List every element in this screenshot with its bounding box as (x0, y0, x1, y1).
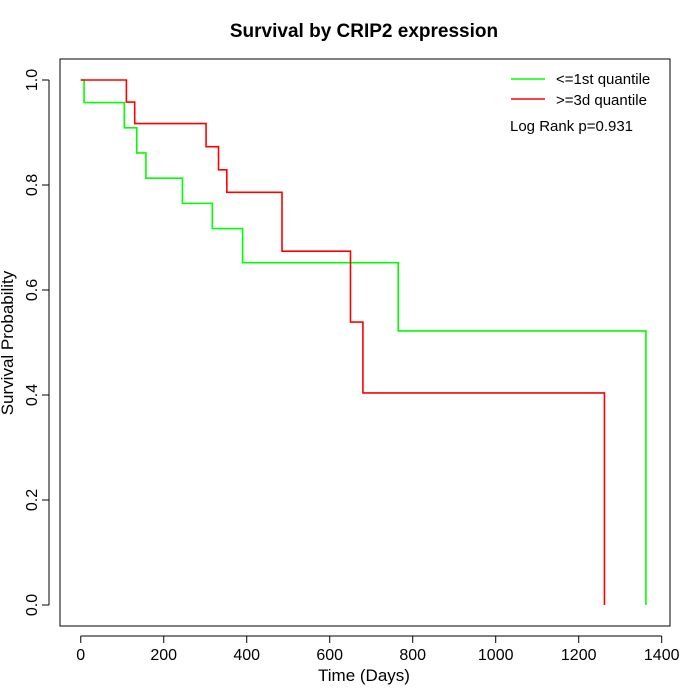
legend-label-series-2: >=3d quantile (556, 92, 647, 109)
legend: <=1st quantile >=3d quantile Log Rank p=… (510, 71, 650, 135)
y-tick-label: 0.8 (24, 174, 41, 196)
y-axis: 0.0 0.2 0.4 0.6 0.8 1.0 (24, 69, 50, 616)
y-tick-label: 1.0 (24, 69, 41, 91)
series-layer (80, 79, 647, 605)
x-tick-label: 1000 (478, 647, 514, 664)
y-tick-label: 0.0 (24, 594, 41, 616)
x-tick-label: 1200 (561, 647, 597, 664)
plot-frame (59, 58, 671, 627)
x-tick-label: 200 (150, 647, 177, 664)
x-tick-label: 600 (316, 647, 343, 664)
legend-label-series-1: <=1st quantile (556, 71, 650, 88)
y-tick-label: 0.4 (24, 384, 41, 406)
chart-title: Survival by CRIP2 expression (230, 21, 498, 42)
y-axis-label: Survival Probability (0, 270, 17, 415)
x-tick-label: 1400 (644, 647, 680, 664)
x-tick-label: 400 (233, 647, 260, 664)
x-tick-label: 800 (399, 647, 426, 664)
x-tick-label: 0 (76, 647, 85, 664)
y-tick-label: 0.2 (24, 489, 41, 511)
x-axis-label: Time (Days) (318, 666, 410, 685)
log-rank-annotation: Log Rank p=0.931 (510, 118, 633, 135)
y-tick-label: 0.6 (24, 279, 41, 301)
x-axis: 0 200 400 600 800 1000 1200 1400 (76, 635, 680, 664)
survival-curve-series-1 (80, 79, 647, 605)
survival-curve-series-2 (80, 79, 606, 605)
